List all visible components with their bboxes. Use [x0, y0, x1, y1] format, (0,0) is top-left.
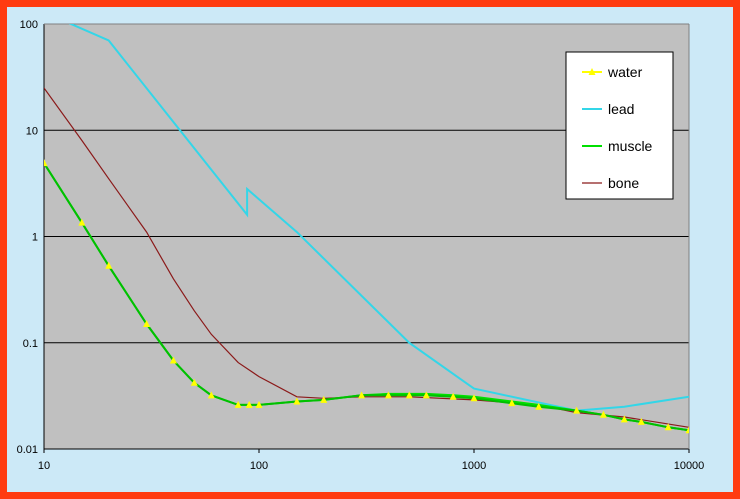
- data-point-water: [78, 218, 86, 226]
- data-point-water: [105, 261, 113, 269]
- legend-label-lead: lead: [608, 101, 634, 117]
- data-point-water: [255, 400, 263, 408]
- data-point-water: [320, 395, 328, 403]
- data-point-water: [358, 391, 366, 399]
- data-point-water: [685, 426, 689, 434]
- series-line-lead: [68, 24, 689, 412]
- data-point-water: [207, 391, 215, 399]
- y-tick-label: 1: [32, 232, 38, 244]
- data-point-water: [405, 391, 413, 399]
- series-line-water: [44, 162, 689, 432]
- legend-box: [565, 51, 674, 200]
- y-tick-label: 0.1: [23, 338, 38, 350]
- y-tick-label: 0.01: [17, 444, 38, 456]
- data-point-water: [573, 406, 581, 414]
- legend-label-bone: bone: [608, 175, 639, 191]
- x-tick-label: 100: [250, 460, 268, 472]
- legend-label-water: water: [607, 64, 643, 80]
- x-tick-label: 10: [38, 460, 50, 472]
- y-tick-label: 100: [20, 19, 38, 31]
- data-point-water: [599, 410, 607, 418]
- data-point-water: [143, 320, 151, 328]
- data-point-water: [508, 399, 516, 407]
- data-point-water: [664, 423, 672, 431]
- data-point-water: [293, 397, 301, 405]
- x-tick-label: 1000: [462, 460, 486, 472]
- data-point-water: [470, 394, 478, 402]
- data-point-water: [637, 417, 645, 425]
- data-point-water: [535, 402, 543, 410]
- data-point-water: [190, 378, 198, 386]
- x-tick-label: 10000: [674, 460, 705, 472]
- y-tick-label: 10: [26, 125, 38, 137]
- data-point-water: [44, 159, 48, 167]
- data-point-water: [449, 392, 457, 400]
- data-point-water: [234, 400, 242, 408]
- data-point-water: [422, 391, 430, 399]
- data-point-water: [384, 391, 392, 399]
- data-point-water: [245, 400, 253, 408]
- chart-area: 100 10 1 0.1 0.01 10 100 1000 10000 water lead musc…: [7, 7, 733, 492]
- series-group: [44, 24, 689, 434]
- legend-marker-water: [588, 68, 596, 75]
- legend-label-muscle: muscle: [608, 138, 653, 154]
- data-point-water: [169, 356, 177, 364]
- data-point-water: [620, 415, 628, 423]
